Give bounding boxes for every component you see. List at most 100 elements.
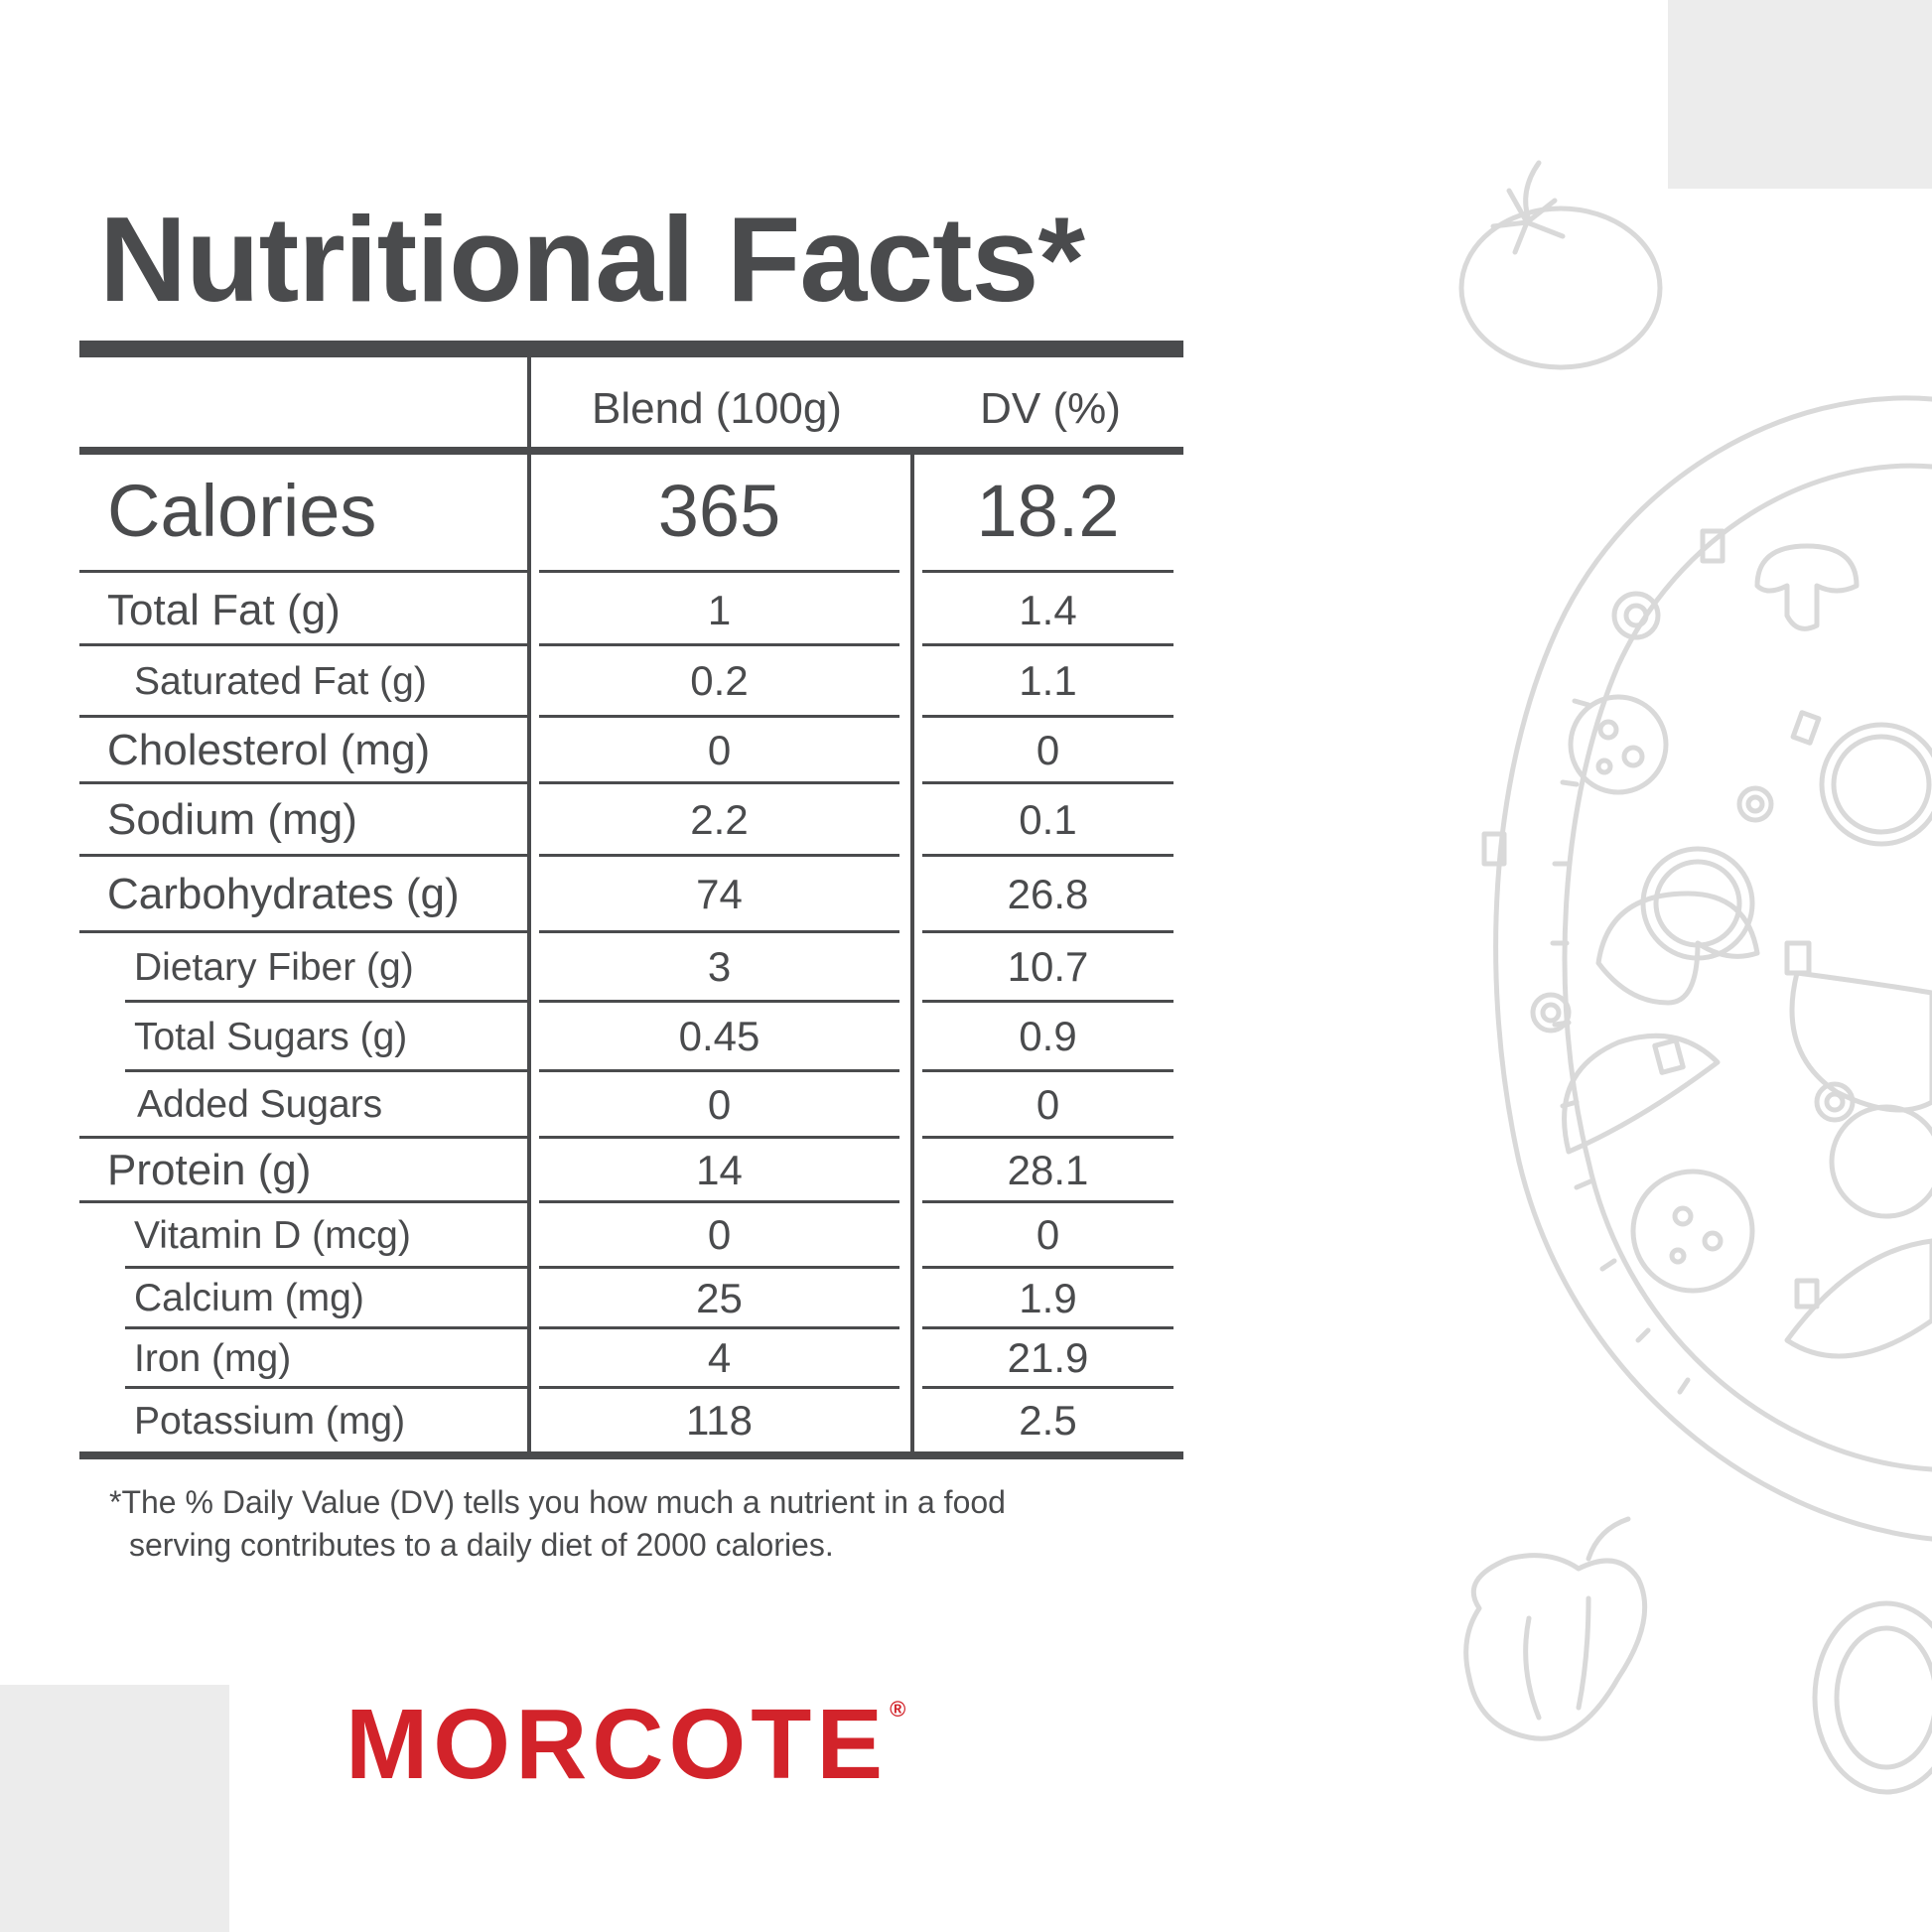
nutrient-dv: 1.9 [1019,1275,1077,1321]
row-rule [922,570,1173,573]
row-rule [539,715,899,718]
pizza-illustration [1458,160,1932,1795]
row-rule [125,1000,527,1003]
row-rule [922,715,1173,718]
calories-value: 365 [657,470,781,552]
row-rule [79,570,527,573]
row-rule [922,1136,1173,1139]
nutrient-dv: 2.5 [1019,1397,1077,1444]
brand-logo: MORCOTE® [345,1695,905,1794]
pizza-crust [1493,395,1932,1542]
row-rule [922,854,1173,857]
nutrient-dv: 10.7 [1007,943,1089,990]
nutrient-dv: 26.8 [1007,871,1089,917]
nutrient-value: 25 [696,1275,743,1321]
pepperoni-2 [1630,1169,1755,1294]
page-title: Nutritional Facts* [99,192,1085,327]
nutrient-label: Protein (g) [107,1146,312,1194]
row-rule [79,715,527,718]
mushroom-icon [1595,543,1860,1006]
nutrient-dv: 0 [1035,1081,1060,1128]
row-rule [922,1326,1173,1329]
footnote-line-2: serving contributes to a daily diet of 2… [129,1527,834,1563]
row-rule [539,1326,899,1329]
brand-name: MORCOTE [345,1689,889,1800]
calories-dv: 18.2 [976,470,1120,552]
onion-icon [1812,1600,1932,1795]
row-rule [539,1386,899,1389]
corner-panel-bottom-left [0,1685,229,1932]
nutrient-value: 14 [696,1147,743,1193]
row-rule [125,1266,527,1269]
calories-label: Calories [107,470,377,552]
nutrient-value: 3 [707,943,732,990]
nutrient-dv: 1.1 [1019,657,1077,704]
pepper-icon [1463,1516,1648,1741]
row-rule [539,930,899,933]
nutrient-label: Sodium (mg) [107,795,357,844]
row-rule [922,1000,1173,1003]
table-top-rule [79,341,1183,357]
nutrient-label: Total Fat (g) [107,586,341,634]
column-divider-1 [527,455,531,1451]
nutrient-dv: 0 [1035,1211,1060,1258]
row-rule [539,1200,899,1203]
row-rule [539,781,899,784]
nutrient-dv: 28.1 [1007,1147,1089,1193]
nutrient-label: Saturated Fat (g) [134,660,427,703]
nutrient-value: 0.45 [678,1013,760,1059]
tomato-icon [1458,160,1663,370]
header-rule [79,447,1183,455]
nutrient-label: Potassium (mg) [134,1400,406,1443]
row-rule [922,643,1173,646]
row-rule [922,1069,1173,1072]
nutrient-value: 4 [707,1334,732,1381]
row-rule [539,1136,899,1139]
nutrient-value: 118 [686,1397,753,1444]
column-header-blend: Blend (100g) [592,384,842,433]
nutrient-label: Dietary Fiber (g) [134,946,414,989]
row-rule [79,643,527,646]
nutrient-label: Calcium (mg) [134,1277,364,1319]
row-rule [922,781,1173,784]
row-rule [125,1326,527,1329]
nutrient-label: Cholesterol (mg) [107,726,431,774]
header-divider [527,357,531,447]
nutrient-value: 2.2 [690,796,749,843]
nutrient-label: Vitamin D (mcg) [134,1214,411,1257]
column-header-dv: DV (%) [980,384,1121,433]
row-rule [539,1266,899,1269]
nutrient-dv: 0 [1035,727,1060,773]
row-rule [922,930,1173,933]
nutrient-label: Carbohydrates (g) [107,870,460,918]
row-rule [125,1069,527,1072]
nutrient-label: Iron (mg) [134,1337,292,1380]
footnote: *The % Daily Value (DV) tells you how mu… [109,1481,1201,1567]
row-rule [539,643,899,646]
row-rule [922,1266,1173,1269]
row-rule [79,930,527,933]
nutrient-value: 0 [707,1081,732,1128]
nutrient-label: Added Sugars [137,1083,383,1126]
row-rule [539,1069,899,1072]
row-rule [79,854,527,857]
nutrient-dv: 0.9 [1019,1013,1077,1059]
table-bottom-rule [79,1451,1183,1459]
row-rule [79,781,527,784]
nutrient-label: Total Sugars (g) [134,1016,408,1058]
nutrient-value: 1 [707,587,732,633]
nutrient-dv: 0.1 [1019,796,1077,843]
row-rule [79,1200,527,1203]
nutrient-value: 74 [696,871,743,917]
nutrient-dv: 1.4 [1019,587,1077,633]
column-divider-2 [910,455,914,1451]
nutrient-value: 0.2 [690,657,749,704]
row-rule [922,1386,1173,1389]
corner-panel-top-right [1668,0,1932,189]
pepperoni-1 [1568,694,1669,795]
registered-mark: ® [890,1697,906,1722]
row-rule [539,1000,899,1003]
nutrient-dv: 21.9 [1007,1334,1089,1381]
row-rule [539,854,899,857]
